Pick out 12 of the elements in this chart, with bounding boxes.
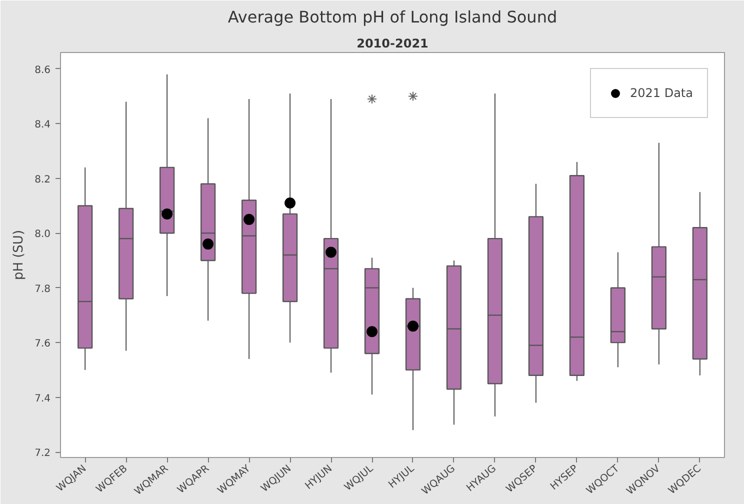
legend-label: 2021 Data — [630, 86, 693, 100]
y-tick-label: 7.6 — [34, 338, 51, 350]
y-tick-label: 8.2 — [34, 174, 51, 186]
chart-subtitle: 2010-2021 — [356, 36, 428, 50]
y-tick-label: 7.8 — [34, 284, 51, 295]
y-tick-label: 7.4 — [34, 393, 51, 404]
y-tick-label: 8.4 — [34, 120, 51, 131]
y-tick-label: 8.0 — [34, 229, 51, 240]
chart-title: Average Bottom pH of Long Island Sound — [228, 8, 558, 26]
y-axis-title: pH (SU) — [12, 230, 27, 280]
y-tick-label: 8.6 — [34, 64, 51, 76]
y-tick-label: 7.2 — [34, 448, 51, 460]
